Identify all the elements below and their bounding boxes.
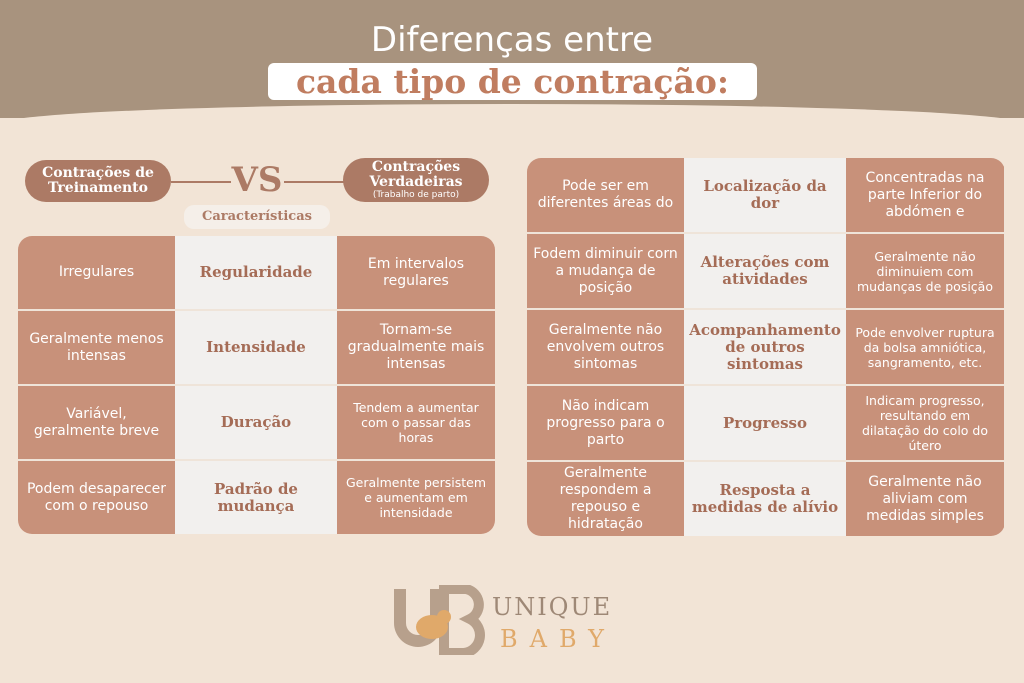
- logo-text-unique: UNIQUE: [492, 593, 612, 621]
- logo-text-baby: BABY: [500, 625, 616, 653]
- characteristics-label: Características: [184, 205, 330, 229]
- cell-true: Pode envolver ruptura da bolsa amniótica…: [846, 310, 1004, 384]
- cell-training: Pode ser em diferentes áreas do: [527, 158, 684, 232]
- cell-training: Fodem diminuir corn a mudança de posição: [527, 234, 684, 308]
- cell-training: Não indicam progresso para o parto: [527, 386, 684, 460]
- header-curve: [0, 104, 1024, 124]
- cell-training: Irregulares: [18, 236, 175, 309]
- right-comparison-table: Pode ser em diferentes áreas do Localizaç…: [527, 158, 1005, 536]
- cell-true: Tornam-se gradualmente mais intensas: [337, 311, 495, 384]
- cell-training: Geralmente não envolvem outros sintomas: [527, 310, 684, 384]
- cell-true: Geralmente persistem e aumentam em inten…: [337, 461, 495, 534]
- divider-line: [171, 181, 231, 183]
- true-contractions-tag: Contrações Verdadeiras (Trabalho de parto…: [343, 158, 489, 202]
- cell-training: Variável, geralmente breve: [18, 386, 175, 459]
- title-line2: cada tipo de contração:: [268, 63, 757, 100]
- cell-true: Geralmente não diminuiem com mudanças de…: [846, 234, 1004, 308]
- tag-subtitle: (Trabalho de parto): [372, 190, 460, 200]
- cell-training: Geralmente menos intensas: [18, 311, 175, 384]
- divider-line: [284, 181, 344, 183]
- tag-label: Contrações de Treinamento: [42, 165, 154, 196]
- vs-label: VS: [231, 160, 283, 200]
- cell-feature: Resposta a medidas de alívio: [684, 462, 846, 536]
- cell-feature: Intensidade: [175, 311, 337, 384]
- cell-feature: Acompanhamento de outros sintomas: [684, 310, 846, 384]
- left-comparison-table: Irregulares Regularidade Em intervalos reg…: [18, 236, 495, 534]
- cell-feature: Padrão de mudança: [175, 461, 337, 534]
- logo-b-shape: [439, 585, 485, 655]
- cell-true: Indicam progresso, resultando em dilataç…: [846, 386, 1004, 460]
- cell-feature: Alterações com atividades: [684, 234, 846, 308]
- cell-feature: Duração: [175, 386, 337, 459]
- cell-training: Geralmente respondem a repouso e hidrata…: [527, 462, 684, 536]
- title-line1: Diferenças entre: [370, 20, 654, 60]
- training-contractions-tag: Contrações de Treinamento: [25, 160, 171, 202]
- cell-true: Tendem a aumentar com o passar das horas: [337, 386, 495, 459]
- tag-label: Contrações Verdadeiras: [369, 159, 463, 190]
- cell-feature: Localização da dor: [684, 158, 846, 232]
- unique-baby-logo: UNIQUE BABY: [394, 585, 616, 655]
- cell-true: Em intervalos regulares: [337, 236, 495, 309]
- cell-true: Geralmente não aliviam com medidas simpl…: [846, 462, 1004, 536]
- cell-training: Podem desaparecer com o repouso: [18, 461, 175, 534]
- cell-true: Concentradas na parte Inferior do abdóme…: [846, 158, 1004, 232]
- cell-feature: Progresso: [684, 386, 846, 460]
- cell-feature: Regularidade: [175, 236, 337, 309]
